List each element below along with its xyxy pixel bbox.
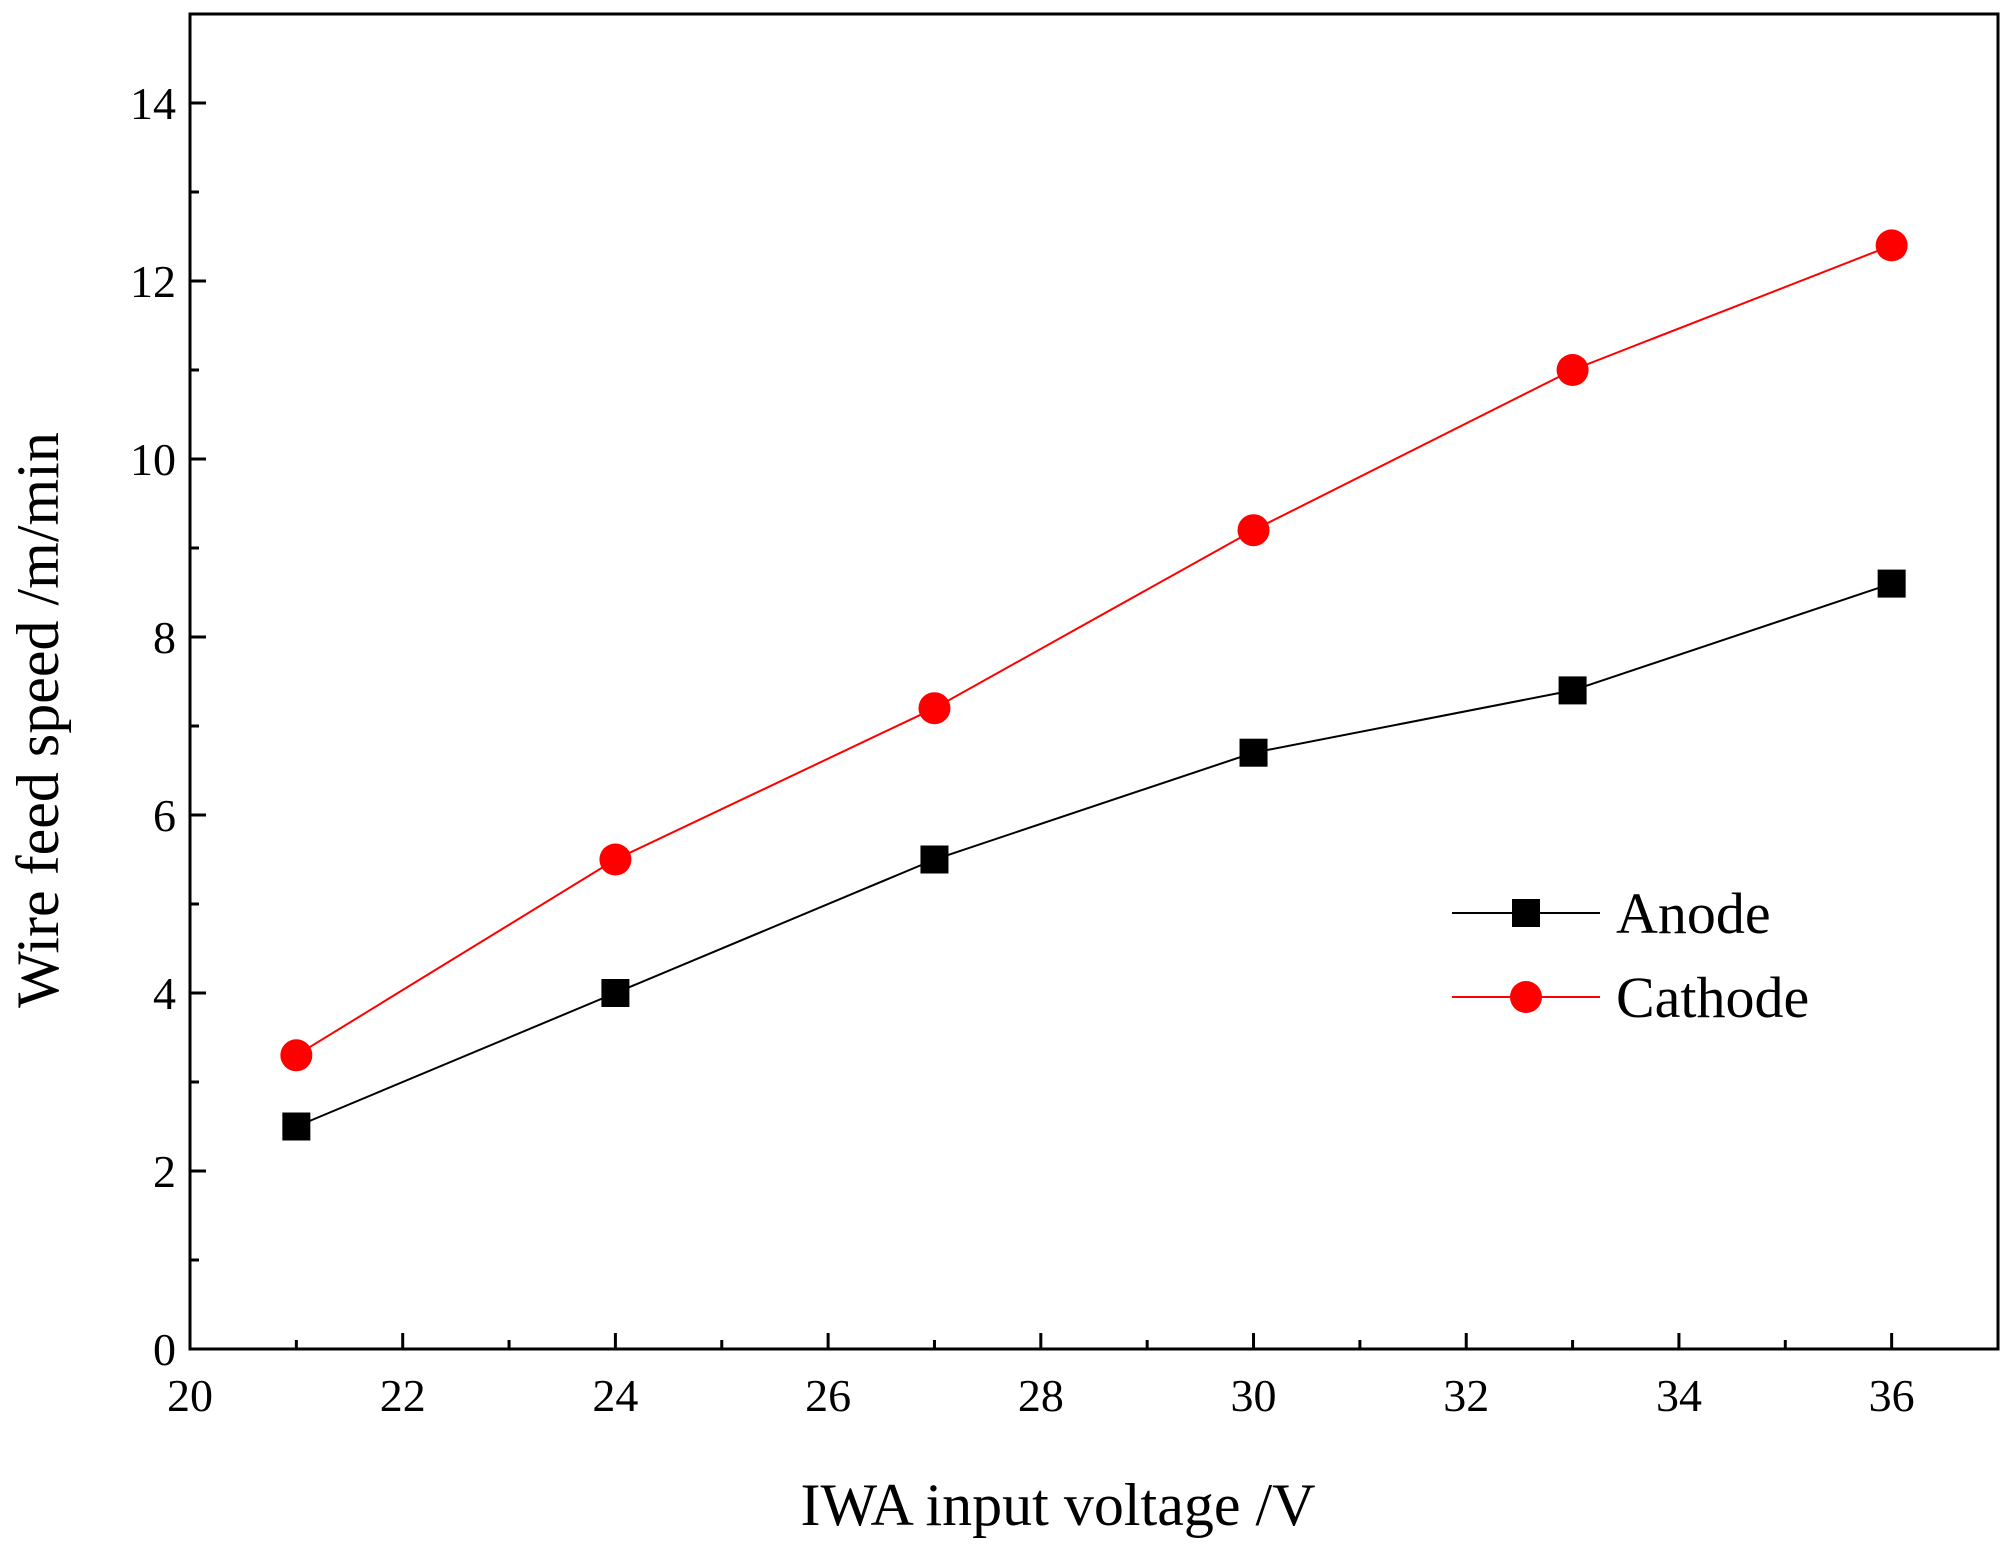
y-tick-label: 4	[153, 968, 176, 1019]
data-point	[1558, 676, 1587, 705]
series-layer	[280, 229, 1908, 1141]
x-tick-label: 20	[167, 1370, 213, 1421]
y-tick-label: 8	[153, 612, 176, 663]
y-tick-label: 2	[153, 1146, 176, 1197]
legend-label: Cathode	[1616, 965, 1809, 1030]
legend-marker	[1512, 899, 1540, 927]
data-point	[1877, 569, 1906, 598]
data-point	[280, 1039, 313, 1072]
y-tick-label: 6	[153, 790, 176, 841]
data-point	[1237, 514, 1270, 547]
y-axis-label: Wire feed speed /m/min	[5, 432, 71, 1008]
plot-frame	[188, 12, 2000, 1351]
data-point	[1556, 354, 1589, 386]
x-tick-label: 28	[1018, 1370, 1064, 1421]
x-tick-label: 26	[805, 1370, 851, 1421]
data-point	[601, 979, 630, 1007]
data-point	[1875, 229, 1908, 262]
data-point	[599, 843, 632, 876]
legend-marker	[1510, 981, 1542, 1013]
legend-item: Cathode	[1452, 965, 1809, 1030]
data-point	[1239, 738, 1268, 767]
y-tick-label: 0	[153, 1324, 176, 1375]
y-tick-label: 14	[130, 78, 176, 129]
y-tick-label: 10	[130, 434, 176, 485]
data-point	[920, 845, 949, 874]
series-line	[295, 582, 1892, 1128]
x-tick-label: 24	[592, 1370, 638, 1421]
legend-label: Anode	[1616, 881, 1771, 946]
data-point	[282, 1112, 311, 1141]
x-tick-label: 32	[1443, 1370, 1489, 1421]
data-point	[918, 692, 951, 725]
legend: Anode Cathode	[1452, 881, 1809, 1030]
x-tick-label: 22	[380, 1370, 426, 1421]
legend-item: Anode	[1452, 881, 1771, 946]
series-line	[295, 244, 1893, 1057]
x-axis-label: IWA input voltage /V	[801, 1472, 1316, 1538]
series-cathode	[280, 229, 1908, 1072]
y-tick-label: 12	[130, 256, 176, 307]
x-tick-label: 34	[1656, 1370, 1702, 1421]
series-anode	[282, 569, 1906, 1141]
x-tick-label: 30	[1231, 1370, 1277, 1421]
x-tick-label: 36	[1869, 1370, 1915, 1421]
